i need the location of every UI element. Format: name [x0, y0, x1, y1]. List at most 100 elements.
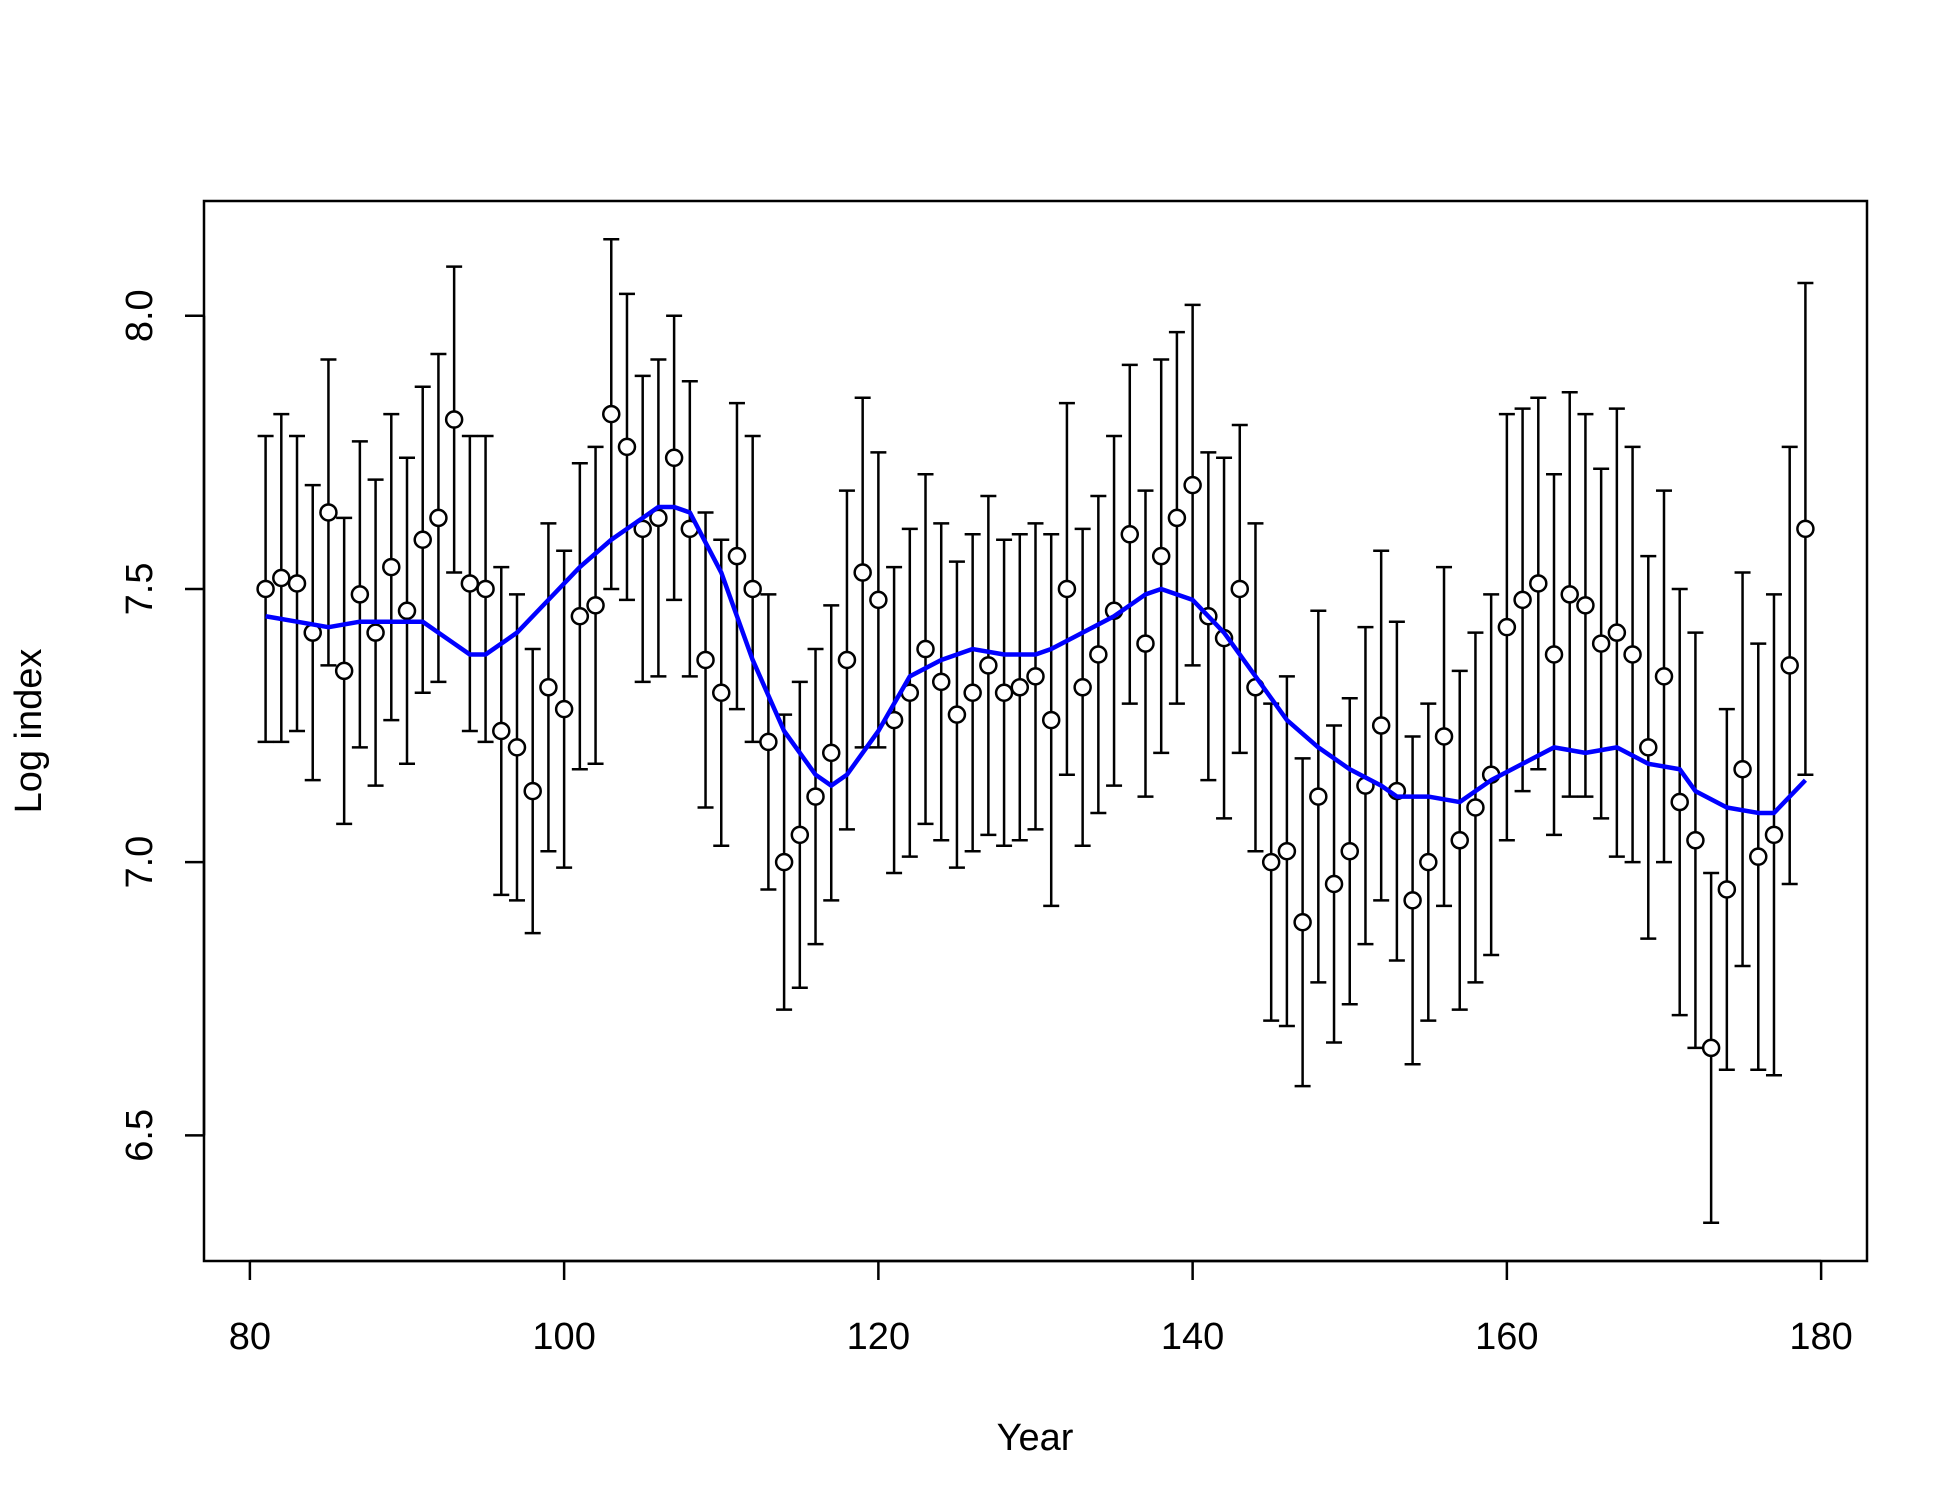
point [1261, 852, 1281, 872]
point [1340, 841, 1359, 861]
point [507, 738, 527, 757]
point [413, 530, 432, 550]
y-axis-label: Log index [8, 649, 50, 814]
point [1560, 585, 1579, 604]
point [1529, 574, 1548, 593]
point [1230, 579, 1250, 599]
point [994, 683, 1014, 703]
point [649, 508, 668, 528]
point [586, 596, 605, 615]
point [429, 508, 448, 528]
y-tick-label: 7.5 [119, 563, 161, 616]
point [727, 546, 747, 566]
point [1670, 792, 1689, 812]
point [1450, 831, 1469, 850]
point [633, 519, 652, 539]
point [1701, 1038, 1721, 1058]
point [492, 721, 511, 741]
point [1183, 475, 1202, 495]
point [617, 437, 637, 457]
point [539, 678, 558, 697]
point [963, 683, 982, 703]
x-tick-label: 120 [847, 1316, 910, 1358]
point [1591, 634, 1611, 653]
point [272, 568, 291, 588]
point [444, 410, 464, 429]
point [1277, 841, 1297, 861]
point [287, 574, 307, 593]
point [1497, 617, 1517, 637]
x-tick-label: 80 [229, 1316, 271, 1358]
x-tick-label: 100 [532, 1316, 595, 1358]
x-tick-label: 180 [1789, 1316, 1852, 1358]
point [1073, 678, 1092, 697]
point [1151, 546, 1171, 566]
point [821, 743, 841, 763]
point [1293, 912, 1312, 932]
y-tick-label: 7.0 [119, 836, 161, 889]
point [1623, 645, 1642, 664]
x-tick-label: 160 [1475, 1316, 1538, 1358]
point [397, 601, 417, 621]
point [334, 661, 354, 681]
point [602, 404, 621, 424]
point [1010, 678, 1030, 697]
point [696, 650, 715, 670]
smooth-line [265, 504, 1808, 816]
point [1544, 645, 1564, 664]
point [256, 579, 275, 599]
point [350, 585, 370, 604]
point [1764, 825, 1784, 845]
point [1749, 847, 1768, 866]
point [1026, 667, 1045, 686]
point [1167, 508, 1187, 528]
point [1324, 874, 1344, 894]
point [1607, 623, 1627, 642]
point [1309, 787, 1328, 806]
point [790, 825, 810, 845]
point [712, 683, 731, 703]
point [1733, 759, 1752, 779]
point [931, 672, 951, 692]
point [759, 732, 778, 752]
point [1371, 716, 1391, 735]
point [1120, 525, 1140, 544]
point [916, 639, 935, 659]
point [979, 656, 998, 675]
point [1434, 727, 1454, 746]
point [366, 623, 385, 642]
point [806, 787, 825, 806]
point [1639, 738, 1658, 757]
x-tick-label: 140 [1161, 1316, 1224, 1358]
point [1513, 590, 1532, 610]
point [1796, 519, 1815, 539]
point [523, 781, 542, 801]
point [947, 705, 967, 724]
point [1717, 880, 1737, 899]
point [1654, 667, 1674, 686]
y-tick-label: 6.5 [119, 1109, 161, 1162]
point [476, 579, 495, 599]
x-axis-label: Year [997, 1417, 1074, 1459]
point [1686, 831, 1705, 850]
point [554, 699, 574, 719]
point [743, 579, 762, 599]
point [1089, 645, 1108, 664]
point [319, 503, 338, 522]
point [570, 607, 590, 626]
y-tick-label: 8.0 [119, 289, 161, 342]
point [1136, 634, 1155, 653]
point [869, 590, 888, 610]
point [664, 448, 684, 468]
point [460, 574, 480, 593]
point [1466, 798, 1485, 817]
point [382, 557, 401, 577]
point [1057, 579, 1077, 599]
point [1576, 596, 1595, 615]
point [774, 852, 794, 872]
point [1780, 656, 1799, 675]
point [853, 563, 872, 582]
point [837, 650, 857, 670]
point [1419, 852, 1438, 872]
